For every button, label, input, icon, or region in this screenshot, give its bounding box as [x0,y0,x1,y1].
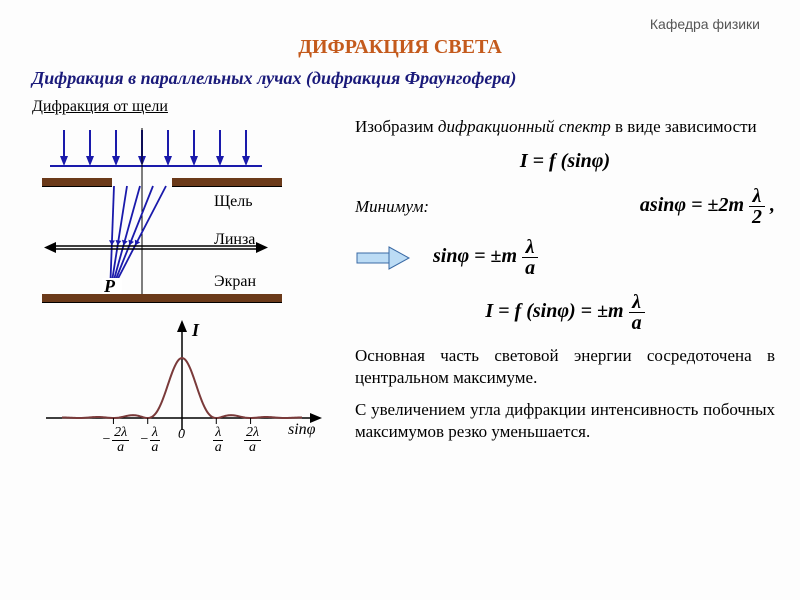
section-heading: Дифракция от щели [32,98,168,116]
right-column: Изобразим дифракционный спектр в виде за… [355,112,775,453]
body-text-2: С увеличением угла дифракции интенсивнос… [355,399,775,443]
formula-I-f-sinphi: I = f (sinφ) [355,148,775,174]
left-column: P Щель Линза Экран I sinφ −2λa−λa0λa2λa [32,118,332,478]
formula-minimum: asinφ = ±2m λ2 , [640,186,775,227]
graph-y-label: I [191,320,200,340]
page-subtitle: Дифракция в параллельных лучах (дифракци… [32,68,516,89]
intro-text: Изобразим дифракционный спектр в виде за… [355,116,775,138]
point-p-label: P [103,276,116,296]
page-title: ДИФРАКЦИЯ СВЕТА [0,36,800,59]
minimum-label: Минимум: [355,196,429,218]
svg-text:0: 0 [178,427,185,442]
formula-sinphi: sinφ = ±m λa [433,237,538,278]
screen-label: Экран [214,273,256,290]
slit-diagram: P Щель Линза Экран [32,118,332,318]
department-label: Кафедра физики [650,16,760,32]
arrow-icon [355,245,411,271]
formula-I-final: I = f (sinφ) = ±m λa [355,292,775,333]
minimum-row: Минимум: asinφ = ±2m λ2 , [355,186,775,227]
slit-label: Щель [214,193,253,210]
lens-label: Линза [214,231,255,248]
body-text-1: Основная часть световой энергии сосредот… [355,345,775,389]
graph-x-label: sinφ [288,421,316,438]
implication-row: sinφ = ±m λa [355,237,775,278]
intensity-graph: I sinφ −2λa−λa0λa2λa [32,318,332,478]
